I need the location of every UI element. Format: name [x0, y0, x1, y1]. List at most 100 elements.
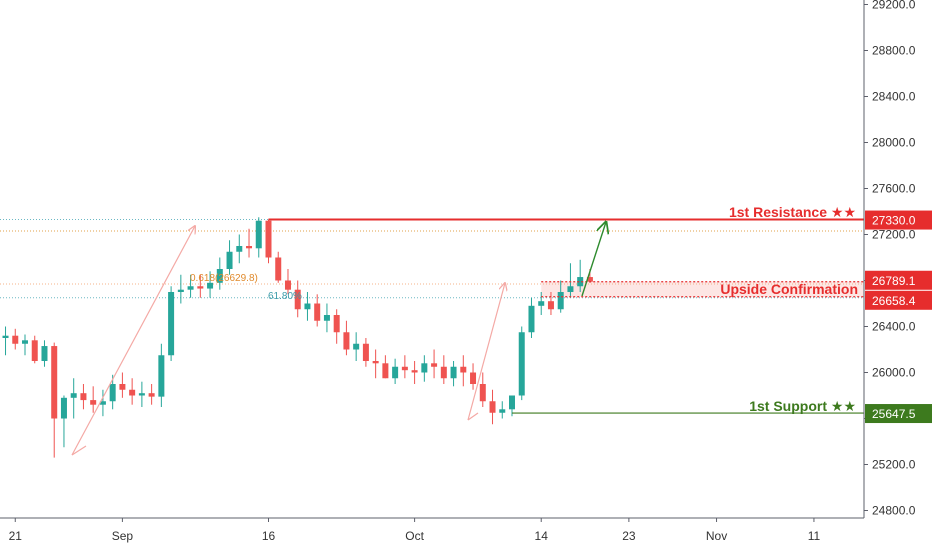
candle-body — [99, 401, 106, 405]
price-tag-bg — [865, 290, 932, 310]
y-tick-label: 26000.0 — [872, 366, 916, 380]
candle-body — [343, 332, 350, 350]
x-axis[interactable]: 21 Sep 16 Oct 14 23 Nov 11 — [9, 518, 821, 543]
candle-body — [460, 366, 467, 373]
candle-body — [168, 292, 175, 356]
candle-body — [333, 315, 340, 333]
candle-body — [80, 393, 87, 401]
price-tag-bg — [865, 404, 932, 424]
candle-body — [207, 282, 214, 289]
candle-body — [246, 246, 253, 249]
candle-body — [586, 277, 593, 282]
price-tag-bg — [865, 270, 932, 290]
candle-body — [226, 251, 233, 269]
candle-body — [41, 346, 48, 361]
candle-body — [22, 340, 28, 344]
fib-level-label: 0.618(26629.8) — [190, 273, 258, 284]
candle-body — [294, 289, 301, 310]
impulse-arrow-1 — [71, 226, 195, 456]
trend-drawings — [71, 222, 606, 456]
impulse-arrow-2 — [467, 283, 505, 421]
candle-body — [187, 286, 194, 290]
candle-body — [255, 220, 262, 249]
level-lines — [268, 218, 864, 414]
candle-body — [421, 363, 428, 373]
candle-body — [372, 361, 379, 364]
candle-body — [90, 400, 97, 405]
candle-body — [129, 389, 136, 396]
candle-body — [499, 409, 506, 413]
candle-body — [158, 355, 165, 397]
candle-body — [431, 363, 438, 367]
price-tag-label: 25647.5 — [872, 407, 916, 421]
candle-body — [304, 303, 311, 310]
candle-body — [60, 397, 67, 419]
candle-body — [518, 332, 525, 396]
candle-body — [275, 257, 282, 281]
resistance-label: 1st Resistance ★★ — [729, 204, 856, 220]
candle-body — [12, 335, 19, 344]
price-tag-bg — [865, 210, 932, 230]
candle-body — [323, 315, 330, 321]
price-tag-label: 26658.4 — [872, 294, 916, 308]
y-tick-label: 26400.0 — [872, 320, 916, 334]
candle-body — [31, 340, 38, 361]
candle-body — [236, 246, 243, 252]
candle-body — [51, 346, 58, 419]
x-tick-label: 14 — [535, 529, 549, 543]
candle-body — [138, 393, 145, 396]
candle-body — [2, 335, 9, 338]
candle-body — [119, 384, 126, 390]
candle-body — [109, 384, 116, 402]
candle-body — [353, 343, 360, 350]
upside-confirmation-zone — [541, 281, 864, 297]
candle-body — [577, 277, 584, 287]
candle-body — [362, 343, 369, 361]
candle-body — [216, 269, 223, 283]
candle-body — [567, 286, 574, 292]
price-tag-label: 27330.0 — [872, 214, 916, 228]
confirmation-label: Upside Confirmation — [720, 281, 858, 297]
y-tick-label: 27600.0 — [872, 182, 916, 196]
x-tick-label: 23 — [622, 529, 636, 543]
impulse-arrow-2-base — [467, 412, 479, 421]
y-tick-label: 24800.0 — [872, 504, 916, 518]
candle-body — [509, 395, 515, 410]
candle-body — [450, 366, 457, 379]
x-tick-label: Nov — [706, 529, 727, 543]
y-tick-label: 28800.0 — [872, 44, 916, 58]
candle-body — [70, 393, 77, 398]
candle-body — [265, 220, 272, 258]
candle-body — [411, 370, 418, 373]
y-tick-label: 28000.0 — [872, 136, 916, 150]
x-tick-label: Sep — [112, 529, 134, 543]
candle-body — [197, 286, 204, 289]
candle-body — [177, 289, 184, 292]
candle-body — [538, 301, 545, 306]
candle-body — [382, 363, 389, 379]
y-tick-label: 27200.0 — [872, 228, 916, 242]
y-tick-label: 25200.0 — [872, 458, 916, 472]
candle-body — [528, 305, 535, 333]
impulse-arrow-1-base — [71, 445, 87, 456]
candle-body — [148, 393, 155, 397]
projection-arrow — [581, 222, 606, 297]
candle-body — [547, 301, 554, 310]
price-tag-label: 26789.1 — [872, 274, 916, 288]
y-tick-label: 28400.0 — [872, 90, 916, 104]
candle-body — [470, 372, 477, 384]
candle-body — [314, 303, 321, 321]
candle-body — [479, 384, 486, 402]
candle-body — [440, 366, 447, 379]
fib-percent-label: 61.80% — [268, 291, 302, 302]
x-tick-label: 21 — [9, 529, 23, 543]
candle-body — [557, 292, 564, 310]
candle-body — [489, 401, 496, 413]
candle-body — [392, 366, 399, 379]
x-tick-label: Oct — [405, 529, 424, 543]
candlestick-series — [2, 217, 593, 458]
level-price-tags: 27330.0 26789.1 26658.4 25647.5 — [865, 210, 932, 424]
